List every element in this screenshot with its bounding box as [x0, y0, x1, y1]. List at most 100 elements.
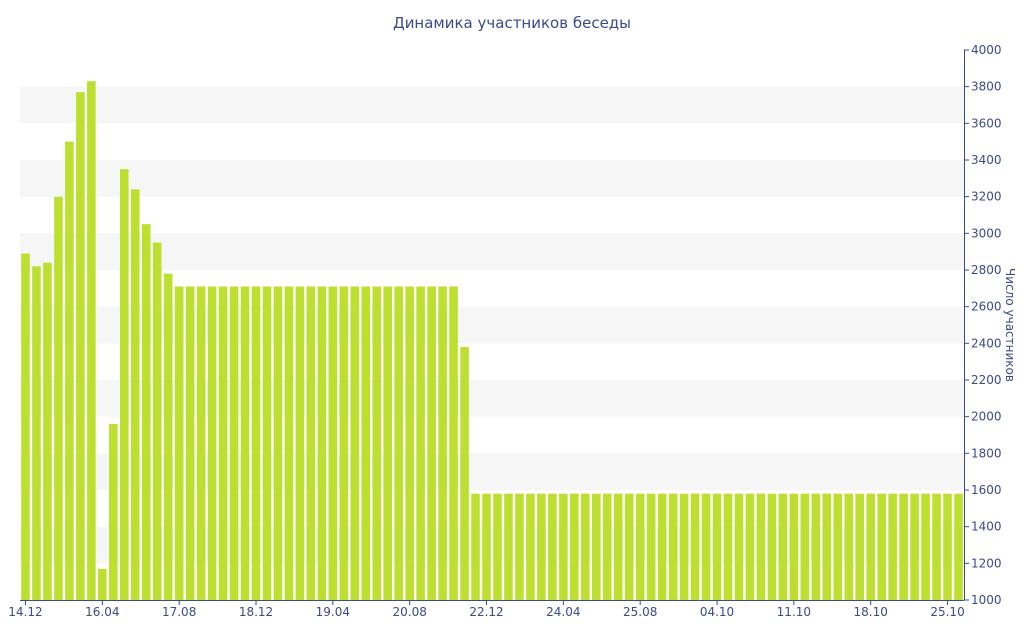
bar [174, 286, 184, 600]
bar [87, 81, 96, 601]
y-tick-label: 1600 [971, 483, 1002, 497]
bar [295, 286, 305, 600]
bar [954, 493, 963, 600]
bar [504, 493, 513, 600]
y-tick-label: 1400 [971, 520, 1002, 534]
x-tick-label: 25.10 [930, 605, 964, 619]
bar [932, 493, 941, 600]
y-tick-label: 3000 [971, 226, 1002, 240]
bar [438, 286, 447, 600]
bar [350, 286, 360, 600]
x-tick-label: 04.10 [700, 605, 734, 619]
bar [482, 493, 491, 600]
y-tick-label: 2200 [971, 373, 1002, 387]
bar [240, 286, 250, 600]
bar [602, 493, 612, 600]
bar [592, 493, 601, 600]
bar [328, 286, 338, 600]
bar [537, 493, 546, 600]
bar [855, 493, 864, 600]
y-tick-label: 1200 [971, 556, 1002, 570]
bar [372, 286, 382, 600]
grid-band [20, 233, 964, 270]
bar [21, 253, 30, 600]
bar [218, 286, 228, 600]
y-tick-label: 3600 [971, 116, 1002, 130]
bar [570, 493, 579, 600]
x-tick-label: 24.04 [546, 605, 580, 619]
bar [449, 286, 458, 600]
bar [844, 493, 854, 600]
bar [284, 286, 294, 600]
y-tick-label: 1000 [971, 593, 1002, 607]
x-tick-label: 17.08 [162, 605, 196, 619]
bar [317, 286, 327, 600]
bar [32, 266, 41, 600]
grid-band [20, 160, 964, 197]
x-tick-label: 18.10 [854, 605, 888, 619]
x-tick-label: 22.12 [469, 605, 503, 619]
bar [624, 493, 634, 600]
grid-band [20, 380, 964, 417]
bar [559, 493, 568, 600]
y-ticks: 1000 1200 1400 1600 1800 2000 2200 2400 2600 2800… [964, 43, 1002, 607]
bar [152, 242, 162, 600]
bar [943, 493, 952, 600]
bar [141, 224, 151, 601]
bar [613, 493, 623, 600]
bar [921, 493, 930, 600]
bar [767, 493, 777, 600]
bar [526, 493, 535, 600]
bar [888, 493, 897, 600]
x-tick-label: 16.04 [85, 605, 119, 619]
bar [251, 286, 261, 600]
bar [361, 286, 371, 600]
y-tick-label: 1800 [971, 446, 1002, 460]
bars [21, 81, 963, 601]
bar [811, 493, 821, 600]
y-tick-label: 2000 [971, 410, 1002, 424]
grid-band [20, 86, 964, 124]
bar [394, 286, 403, 600]
bar [745, 493, 755, 600]
bar [800, 493, 810, 600]
y-tick-label: 2400 [971, 336, 1002, 350]
bar [76, 92, 85, 601]
grid-bands [20, 86, 964, 564]
x-ticks: 14.12 16.04 17.08 18.12 19.04 20.08 22.12 24.04… [8, 600, 965, 619]
bar [657, 493, 667, 600]
bar [163, 273, 173, 600]
bar [229, 286, 239, 600]
bar [701, 493, 711, 600]
y-tick-label: 2800 [971, 263, 1002, 277]
bar [877, 493, 886, 600]
bar [262, 286, 272, 600]
x-tick-label: 11.10 [777, 605, 811, 619]
bar [130, 189, 140, 600]
x-tick-label: 19.04 [316, 605, 350, 619]
y-tick-label: 3800 [971, 80, 1002, 94]
bar [789, 493, 799, 600]
bar [65, 141, 74, 601]
x-tick-label: 20.08 [392, 605, 426, 619]
bar [43, 262, 52, 600]
bar [306, 286, 316, 600]
bar [416, 286, 425, 600]
bar [405, 286, 414, 600]
bar [471, 493, 480, 600]
bar [339, 286, 349, 600]
bar [778, 493, 788, 600]
bar [756, 493, 766, 600]
bar [207, 286, 217, 600]
bar [910, 493, 919, 600]
bar [712, 493, 722, 600]
bar [460, 347, 469, 600]
bar [515, 493, 524, 600]
bar [383, 286, 392, 600]
bar [723, 493, 733, 600]
axes [20, 50, 965, 601]
bar [668, 493, 678, 600]
bar [581, 493, 590, 600]
